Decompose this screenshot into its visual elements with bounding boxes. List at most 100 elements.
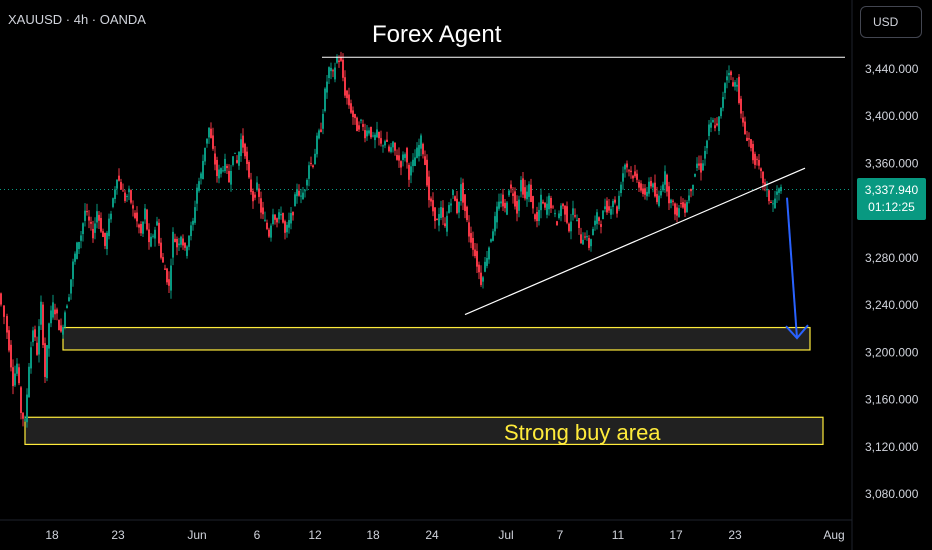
y-tick-label: 3,440.000 [865, 62, 919, 76]
candle-body [570, 221, 572, 232]
candle-body [492, 231, 494, 241]
candle-body [566, 206, 568, 223]
candle-body [186, 246, 188, 256]
candle-body [774, 198, 776, 209]
candle-body [482, 277, 484, 282]
candle-body [372, 135, 374, 137]
candle-body [326, 81, 328, 93]
candle-body [468, 222, 470, 237]
candle-body [8, 330, 10, 351]
candle-body [474, 249, 476, 257]
candle-body [648, 181, 650, 194]
candle-body [520, 180, 522, 192]
candle-body [558, 213, 560, 218]
candle-body [174, 238, 176, 242]
candle-body [206, 138, 208, 144]
candle-body [0, 293, 2, 305]
candle-body [574, 215, 576, 217]
candle-body [136, 212, 138, 222]
candle-body [270, 225, 272, 238]
candle-body [448, 205, 450, 213]
candle-body [346, 90, 348, 99]
candle-body [194, 207, 196, 223]
candle-body [364, 130, 366, 139]
candle-body [362, 124, 364, 127]
candle-body [128, 188, 130, 193]
candle-body [658, 195, 660, 206]
x-tick-label: Jul [498, 528, 513, 542]
y-tick-label: 3,200.000 [865, 345, 919, 359]
last-price-value: 3,337.940 [864, 183, 919, 197]
candle-body [696, 163, 698, 168]
candle-body [260, 198, 262, 213]
projection-arrowhead [785, 324, 809, 340]
candle-body [680, 203, 682, 205]
candle-body [734, 82, 736, 87]
candle-body [720, 107, 722, 117]
candle-body [244, 143, 246, 157]
candle-body [68, 297, 70, 301]
candle-body [264, 219, 266, 221]
candle-body [146, 209, 148, 230]
candle-body [134, 212, 136, 218]
candle-body [114, 189, 116, 200]
candle-body [452, 190, 454, 196]
candle-body [202, 160, 204, 179]
symbol-info[interactable]: XAUUSD · 4h · OANDA [8, 12, 146, 27]
candle-body [456, 198, 458, 214]
candle-body [276, 218, 278, 223]
candle-body [556, 221, 558, 226]
candle-body [672, 200, 674, 202]
candle-body [666, 174, 668, 192]
candle-body [402, 154, 404, 160]
candle-body [430, 198, 432, 202]
candle-body [212, 135, 214, 149]
candle-body [308, 165, 310, 179]
candle-body [458, 201, 460, 213]
candle-body [310, 162, 312, 164]
candle-body [166, 268, 168, 283]
candle-body [140, 224, 142, 234]
candle-body [356, 117, 358, 132]
x-tick-label: 12 [308, 528, 322, 542]
candle-body [686, 202, 688, 213]
candle-body [516, 201, 518, 214]
candle-body [94, 223, 96, 233]
candle-body [6, 316, 8, 333]
candle-body [612, 201, 614, 208]
candle-body [512, 193, 514, 196]
candle-body [330, 67, 332, 72]
candle-body [232, 156, 234, 165]
candle-body [30, 347, 32, 369]
annotation-title: Forex Agent [372, 21, 502, 48]
candle-body [752, 143, 754, 161]
candle-body [432, 200, 434, 212]
candle-body [218, 169, 220, 179]
candle-body [478, 264, 480, 273]
candle-body [470, 233, 472, 243]
candle-body [428, 176, 430, 201]
candle-body [342, 59, 344, 78]
candle-body [196, 187, 198, 204]
candle-body [738, 76, 740, 103]
candle-body [390, 147, 392, 152]
candle-body [588, 238, 590, 248]
candle-body [780, 186, 782, 192]
candle-body [678, 208, 680, 218]
candle-body [536, 211, 538, 222]
candle-body [168, 279, 170, 286]
candle-body [494, 216, 496, 232]
candle-body [602, 210, 604, 220]
candle-body [130, 190, 132, 203]
candle-body [220, 168, 222, 174]
candle-body [464, 194, 466, 212]
candle-body [638, 181, 640, 188]
candle-body [776, 191, 778, 195]
currency-button[interactable]: USD [860, 6, 922, 38]
candle-body [534, 214, 536, 220]
candle-body [590, 239, 592, 247]
candle-body [704, 150, 706, 159]
candle-body [282, 213, 284, 223]
candle-body [676, 207, 678, 216]
